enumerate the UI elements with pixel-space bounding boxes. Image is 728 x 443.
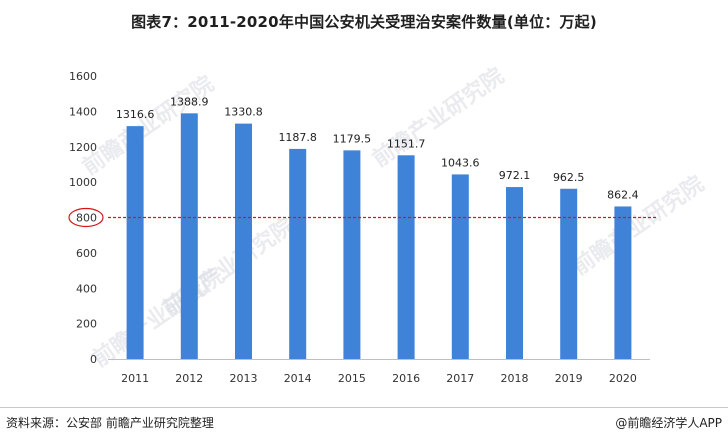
bar-2014 [289,148,307,359]
data-label-2013: 1330.8 [224,106,263,119]
footer-divider [0,407,728,408]
x-tick-label-2014: 2014 [284,372,312,385]
y-tick-label: 0 [90,353,97,366]
data-label-2016: 1151.7 [387,137,426,150]
bar-2019 [560,188,578,359]
bar-chart: 0 200 400 600 800 1000 1200 1400 1600 1316.6 2011 1… [68,70,658,385]
x-tick-label-2019: 2019 [555,372,583,385]
bar-2012 [180,113,198,359]
reference-tick-circle [68,207,104,228]
x-tick-label-2012: 2012 [175,372,203,385]
x-tick-label-2020: 2020 [609,372,637,385]
x-tick-label-2018: 2018 [501,372,529,385]
brand-credit: @前瞻经济学人APP [615,416,722,430]
bar-2016 [397,155,415,359]
data-label-2017: 1043.6 [441,156,480,169]
bar-2015 [343,150,361,359]
x-tick-label-2015: 2015 [338,372,366,385]
bar-2020 [614,206,632,359]
bar-2011 [126,126,144,359]
x-tick-label-2011: 2011 [121,372,149,385]
y-tick-label: 200 [76,318,97,331]
y-tick-label: 1200 [69,141,97,154]
data-label-2019: 962.5 [553,171,585,184]
data-label-2011: 1316.6 [116,108,155,121]
y-tick-label: 600 [76,247,97,260]
bar-2018 [506,187,523,359]
y-tick-label: 400 [76,282,97,295]
x-tick-label-2017: 2017 [446,372,474,385]
y-tick-label: 1400 [69,105,97,118]
bar-2017 [451,174,469,359]
data-label-2020: 862.4 [607,188,639,201]
data-label-2014: 1187.8 [278,131,317,144]
x-tick-label-2013: 2013 [230,372,258,385]
y-tick-label: 800 [76,212,97,225]
data-label-2012: 1388.9 [170,95,209,108]
y-tick-label: 1000 [69,176,97,189]
chart-title: 图表7：2011-2020年中国公安机关受理治安案件数量(单位：万起) [131,13,597,31]
data-label-2018: 972.1 [499,169,531,182]
y-tick-label: 1600 [69,70,97,83]
bar-2013 [235,123,252,360]
data-label-2015: 1179.5 [333,132,372,145]
source-note: 资料来源：公安部 前瞻产业研究院整理 [6,416,214,430]
x-tick-label-2016: 2016 [392,372,420,385]
